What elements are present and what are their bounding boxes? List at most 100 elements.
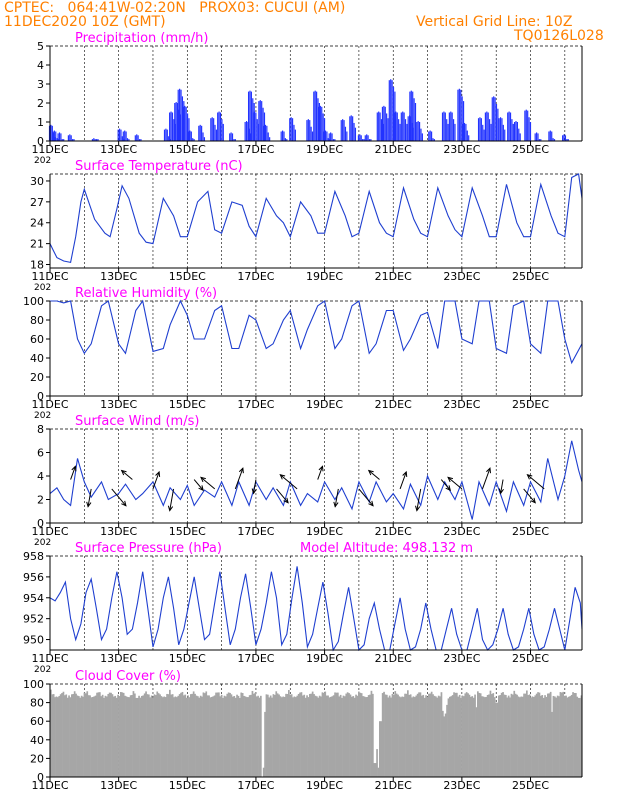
precip-bar xyxy=(502,124,504,141)
precip-bar xyxy=(233,139,235,141)
precip-bar xyxy=(93,138,95,141)
x-tick-label: 19DEC xyxy=(306,525,343,538)
precip-bar xyxy=(534,133,536,141)
cloud-bar xyxy=(310,693,313,777)
precip-bar xyxy=(414,103,417,141)
precip-bar xyxy=(398,119,400,141)
cloud-bar xyxy=(82,696,84,777)
wind-arrow xyxy=(152,471,160,490)
cloud-bar xyxy=(500,692,503,777)
cloud-bar xyxy=(218,692,220,777)
precip-bar xyxy=(309,120,311,141)
cloud-bar xyxy=(173,697,175,777)
x-tick-label: 13DEC xyxy=(100,525,137,538)
cloud-bar xyxy=(535,693,538,777)
precip-bar xyxy=(248,128,250,141)
cloud-bar xyxy=(390,697,392,777)
precip-bar xyxy=(262,107,264,141)
cloud-bar xyxy=(570,694,573,777)
precip-bar xyxy=(261,101,263,141)
cloud-bar xyxy=(150,695,153,777)
x-tick-label: 15DEC xyxy=(169,270,206,283)
cloud-bar xyxy=(565,695,567,777)
cloud-bar xyxy=(531,696,534,777)
cloud-bar xyxy=(94,695,97,777)
wind-series-line xyxy=(49,440,583,520)
cloud-bar xyxy=(493,697,496,777)
cloud-bar xyxy=(72,694,75,777)
cloud-bar xyxy=(254,692,257,777)
precip-bar xyxy=(210,118,212,141)
precip-bar xyxy=(430,131,433,141)
cloud-bar xyxy=(387,697,390,777)
precip-bar xyxy=(346,131,348,141)
wind-arrow xyxy=(253,479,257,494)
wind-arrow-head xyxy=(447,476,454,483)
cloud-bar xyxy=(64,695,66,777)
precip-bar xyxy=(54,137,56,141)
cloud-bar xyxy=(167,694,170,777)
precip-bar xyxy=(421,133,423,141)
precip-bar xyxy=(507,112,509,141)
cloud-bar xyxy=(421,695,423,777)
cloud-bar xyxy=(558,696,560,777)
y-tick-label: 80 xyxy=(30,314,44,327)
temp-series-line xyxy=(49,173,583,264)
precip-bar xyxy=(524,110,526,141)
cloud-bar xyxy=(230,694,233,777)
precip-bar xyxy=(313,91,315,141)
header-code: TQ0126L028 xyxy=(514,28,604,44)
precip-bar xyxy=(441,112,444,141)
cloud-bar xyxy=(344,696,346,777)
precip-bar xyxy=(117,129,119,141)
precip-bar xyxy=(230,132,232,141)
cloud-bar xyxy=(563,695,566,777)
x-tick-label: 23DEC xyxy=(443,525,480,538)
precip-bar xyxy=(61,139,63,141)
cloud-bar xyxy=(115,697,118,777)
precip-bar xyxy=(412,91,414,141)
wind-title: Surface Wind (m/s) xyxy=(75,414,199,429)
x-tick-label: 11DEC xyxy=(31,525,68,538)
precip-bar xyxy=(231,133,234,141)
cloud-bar xyxy=(103,697,105,777)
cloud-bar xyxy=(429,693,432,777)
header-datetime: 11DEC2020 10Z (GMT) xyxy=(4,14,166,30)
cloud-bar xyxy=(507,695,510,777)
precip-bar xyxy=(460,89,462,141)
precip-bar xyxy=(169,112,171,141)
cloud-bar xyxy=(325,695,328,777)
cloud-bar xyxy=(362,696,364,777)
cloud-bar xyxy=(86,691,89,777)
cloud-bar xyxy=(451,695,454,777)
cloud-bar xyxy=(353,697,356,777)
cloud-bar xyxy=(496,702,499,777)
cloud-bar xyxy=(204,693,206,777)
cloud-bar xyxy=(304,697,307,777)
precip-bar xyxy=(185,106,187,141)
precip-bar xyxy=(395,111,397,141)
cloud-bar xyxy=(120,691,122,777)
cloud-bar xyxy=(59,694,62,777)
precip-bar xyxy=(168,136,170,141)
cloud-bar xyxy=(307,697,310,777)
cloud-bar xyxy=(369,694,371,777)
cloud-bar xyxy=(573,693,576,777)
precip-bar xyxy=(252,112,254,141)
cloud-bar xyxy=(78,696,80,777)
x-tick-label: 25DEC xyxy=(512,398,549,411)
cloud-bar xyxy=(227,692,230,777)
cloud-bar xyxy=(538,692,541,777)
cloud-bar xyxy=(216,692,219,777)
cloud-bar xyxy=(185,697,188,777)
cloud-bar xyxy=(71,694,73,777)
precip-bar xyxy=(484,112,487,141)
cloud-bar xyxy=(113,696,115,777)
y-tick-label: 8 xyxy=(37,423,44,436)
precip-bar xyxy=(525,109,527,141)
cloud-bar xyxy=(282,696,285,777)
x-tick-label: 17DEC xyxy=(237,270,274,283)
cloud-bar xyxy=(398,696,401,777)
cloud-bar xyxy=(411,697,413,777)
precip-bar xyxy=(91,139,94,141)
